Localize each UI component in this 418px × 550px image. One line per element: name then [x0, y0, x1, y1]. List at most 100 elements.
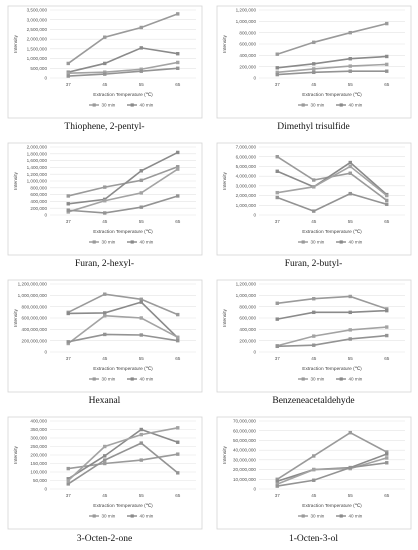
data-point [385, 62, 389, 67]
data-point [103, 35, 107, 39]
data-point [275, 190, 279, 195]
legend-marker [339, 514, 343, 518]
y-tick-label: 1,000,000,000 [18, 293, 48, 298]
series-line [276, 457, 387, 485]
series-line [277, 295, 388, 310]
legend-marker [301, 103, 305, 107]
y-tick-label: 1,000,000 [27, 179, 48, 184]
legend-label: 40 min [349, 103, 363, 108]
data-point [348, 171, 352, 175]
data-point [348, 465, 352, 470]
x-tick-label: 37 [66, 493, 72, 498]
y-tick-label: 500,000 [30, 66, 47, 71]
data-point [348, 69, 352, 73]
series-line [68, 333, 178, 343]
x-axis-title: Extraction Temperature (℃) [302, 503, 362, 509]
y-tick-label: 20,000,000 [233, 467, 256, 472]
y-axis-title: Intensity [222, 445, 228, 463]
x-tick-label: 65 [384, 493, 390, 498]
data-point [139, 333, 143, 337]
series-line [68, 151, 179, 205]
data-point [139, 427, 143, 432]
data-point [103, 61, 107, 66]
data-point [176, 440, 180, 444]
legend-label: 30 min [311, 103, 325, 108]
data-point [348, 164, 352, 169]
y-tick-label: 10,000,000 [233, 477, 256, 482]
legend-marker [92, 377, 96, 381]
y-tick-label: 50,000,000 [233, 438, 256, 443]
y-tick-label: 0 [44, 487, 47, 492]
data-point [348, 337, 352, 341]
series-line [276, 161, 388, 196]
data-point [312, 178, 316, 182]
x-axis-title: Extraction Temperature (℃) [93, 503, 153, 509]
y-tick-label: 60,000,000 [233, 428, 256, 433]
data-point [348, 64, 352, 68]
chart-panel-3-octen-2-one: 0 50,000 100,000 150,000 200,000 250,000 300,0… [0, 411, 209, 548]
data-point [139, 441, 143, 445]
data-point [385, 333, 389, 338]
y-tick-label: 200,000 [239, 64, 256, 69]
data-point [66, 61, 70, 66]
legend-label: 40 min [140, 377, 154, 382]
x-tick-label: 45 [311, 219, 317, 224]
series-line [67, 427, 178, 482]
legend-label: 30 min [311, 514, 325, 519]
data-point [139, 169, 143, 173]
series-line [68, 195, 178, 214]
x-tick-label: 37 [66, 82, 72, 87]
y-tick-label: 800,000,000 [21, 304, 47, 309]
data-point [176, 66, 180, 70]
legend-marker [339, 377, 343, 381]
data-point [66, 466, 70, 471]
x-tick-label: 55 [139, 82, 145, 87]
data-point [139, 191, 143, 195]
chart-caption-1: Dimethyl trisulfide [277, 122, 350, 132]
y-tick-label: 2,000,000 [27, 145, 48, 150]
data-point [312, 467, 316, 472]
y-tick-label: 100,000 [30, 470, 47, 475]
chart-caption-4: Hexanal [88, 396, 121, 406]
data-point [385, 461, 389, 465]
y-tick-label: 3,500,000 [27, 8, 48, 13]
data-point [275, 169, 279, 173]
data-point [103, 211, 107, 215]
data-point [176, 52, 180, 56]
data-point [66, 482, 70, 486]
x-axis-title: Extraction Temperature (℃) [302, 229, 362, 235]
y-tick-label: 1,000,000 [236, 203, 257, 208]
chart-svg-6: 0 50,000 100,000 150,000 200,000 250,000 300,0… [7, 416, 203, 530]
y-tick-label: 1,800,000 [27, 151, 48, 156]
chart-caption-5: Benzeneacetaldehyde [272, 396, 355, 406]
x-axis-title: Extraction Temperature (℃) [93, 92, 153, 98]
data-point [176, 471, 180, 475]
x-tick-label: 45 [311, 356, 317, 361]
chart-svg-0: 0 500,000 1,000,000 1,500,000 2,000,000 2,500… [7, 5, 203, 119]
data-point [385, 193, 389, 198]
data-point [275, 477, 279, 481]
y-tick-label: 70,000,000 [233, 419, 256, 424]
series-line [277, 309, 387, 320]
y-axis-title: Intensity [13, 308, 19, 326]
data-point [275, 482, 279, 486]
legend-label: 40 min [349, 514, 363, 519]
data-point [385, 198, 389, 203]
x-tick-label: 55 [139, 493, 145, 498]
data-point [139, 300, 143, 304]
data-point [103, 444, 107, 449]
x-tick-label: 45 [102, 356, 108, 361]
data-point [348, 310, 352, 315]
chart-panel-benzeneacetaldehyde: 0 200,000 400,000 600,000 800,000 1,000,000 1,… [209, 274, 418, 411]
x-tick-label: 65 [384, 356, 390, 361]
y-tick-label: 30,000,000 [233, 457, 256, 462]
data-point [66, 71, 70, 75]
data-point [103, 199, 107, 203]
data-point [139, 46, 143, 50]
x-tick-label: 55 [139, 219, 145, 224]
x-tick-label: 45 [311, 82, 317, 87]
y-tick-label: 600,000 [239, 42, 256, 47]
data-point [275, 344, 279, 349]
x-tick-label: 55 [348, 82, 354, 87]
